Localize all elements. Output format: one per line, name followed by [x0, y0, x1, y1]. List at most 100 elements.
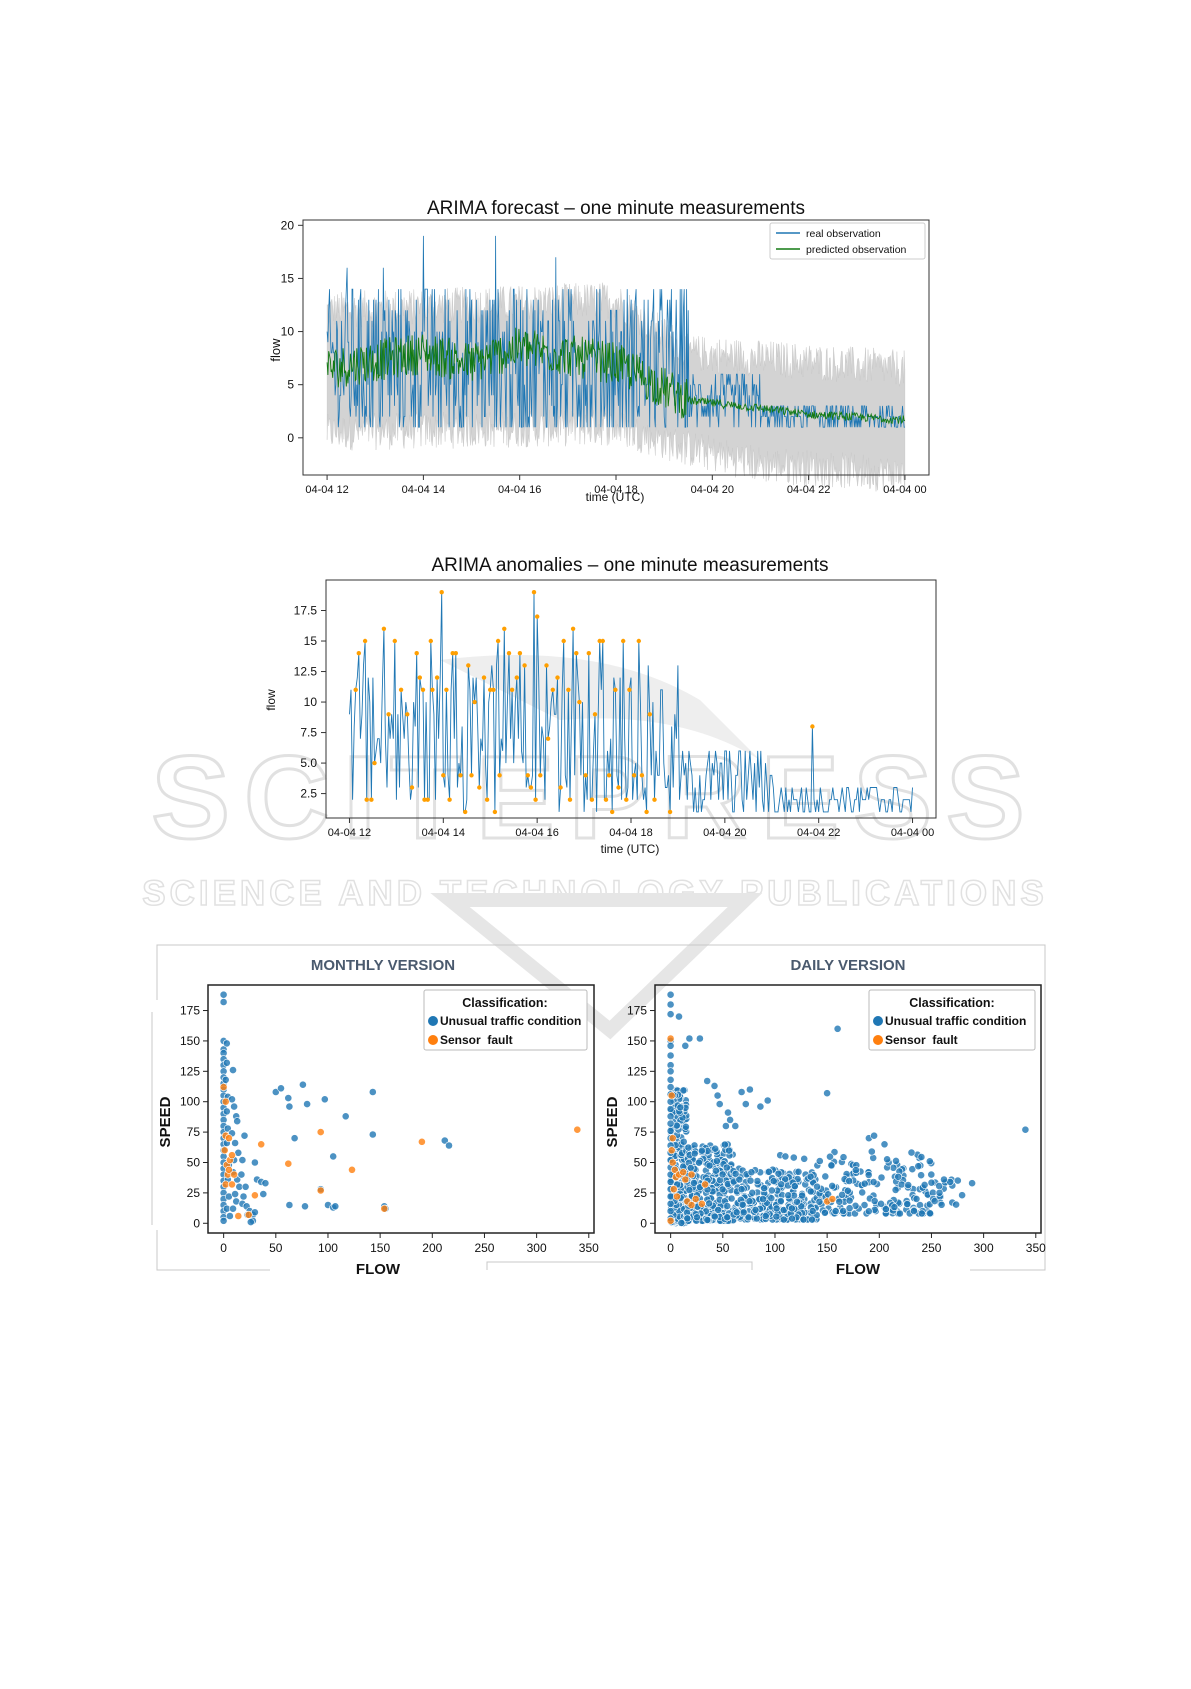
forecast-x-ticks: 04-04 12 04-04 14 04-04 16 04-04 18 04-04 20… — [305, 475, 927, 496]
unusual-traffic-point — [666, 1075, 675, 1084]
unusual-traffic-point — [738, 1200, 747, 1209]
unusual-traffic-point — [229, 1066, 237, 1074]
unusual-traffic-point — [718, 1170, 727, 1179]
y-tick-label: 50 — [634, 1155, 648, 1169]
anomaly-point — [392, 638, 397, 644]
anomaly-point — [810, 724, 815, 729]
unusual-traffic-point — [222, 1039, 231, 1048]
anomaly-point — [558, 785, 563, 790]
y-tick-label: 10 — [304, 695, 318, 709]
watermark-word: SCITEPRESS — [151, 732, 1039, 864]
unusual-traffic-point — [845, 1196, 854, 1205]
y-tick-label: 10 — [281, 325, 295, 339]
unusual-traffic-point — [735, 1175, 744, 1184]
unusual-traffic-point — [666, 1112, 675, 1121]
sensor-fault-point — [244, 1210, 253, 1219]
sensor-fault-point — [220, 1146, 229, 1155]
anomaly-point — [597, 638, 602, 644]
x-tick-label: 200 — [869, 1241, 889, 1255]
unusual-traffic-point — [835, 1197, 844, 1206]
sensor-fault-point — [698, 1199, 706, 1208]
anomaly-point — [533, 797, 538, 802]
sensor-fault-point — [669, 1185, 678, 1194]
forecast-title: ARIMA forecast – one minute measurements — [427, 198, 805, 219]
unusual-traffic-point — [953, 1176, 962, 1185]
anomaly-point — [509, 687, 515, 692]
unusual-traffic-point — [788, 1204, 796, 1213]
anomaly-point — [550, 687, 555, 692]
unusual-traffic-point — [806, 1172, 815, 1181]
daily-legend-blue-swatch — [873, 1016, 883, 1026]
unusual-traffic-point — [806, 1187, 815, 1196]
anomaly-point — [627, 687, 632, 692]
unusual-traffic-point — [917, 1153, 926, 1161]
unusual-traffic-point — [935, 1188, 944, 1197]
forecast-legend-box — [769, 222, 926, 260]
unusual-traffic-point — [690, 1179, 698, 1187]
anomaly-point — [636, 638, 641, 644]
x-tick-label: 150 — [370, 1241, 390, 1255]
y-tick-label: 175 — [627, 1004, 647, 1018]
sensor-fault-point — [668, 1158, 677, 1167]
x-tick-label: 50 — [716, 1241, 730, 1255]
anomaly-point — [398, 687, 404, 692]
monthly-legend-title: Classification: — [462, 996, 547, 1010]
unusual-traffic-point — [718, 1185, 727, 1194]
y-tick-label: 75 — [187, 1125, 201, 1139]
unusual-traffic-point — [686, 1164, 695, 1172]
daily-legend-orange-swatch — [873, 1035, 883, 1045]
unusual-traffic-point — [713, 1091, 722, 1100]
legend-real-label: real observation — [806, 228, 881, 240]
unusual-traffic-point — [769, 1177, 778, 1185]
anomaly-point — [592, 712, 598, 717]
unusual-traffic-point — [937, 1200, 946, 1209]
anomaly-point — [621, 638, 626, 644]
monthly-y-ticks: 0 25 50 75 100 125 150 175 — [180, 1004, 208, 1230]
unusual-traffic-point — [239, 1192, 248, 1201]
anomaly-point — [639, 773, 645, 778]
anomaly-point — [561, 638, 566, 644]
daily-scatter: DAILY VERSION 0 50 100 150 200 250 300 350 0 25 5… — [604, 957, 1046, 1278]
sensor-fault-point — [681, 1175, 690, 1184]
sensor-fault-point — [417, 1137, 426, 1146]
unusual-traffic-point — [870, 1131, 878, 1140]
unusual-traffic-point — [666, 1067, 675, 1076]
sensor-fault-point — [219, 1083, 228, 1091]
predicted-observation-path — [326, 327, 905, 425]
x-tick-label: 04-04 20 — [691, 484, 734, 496]
unusual-traffic-point — [781, 1152, 790, 1161]
unusual-traffic-point — [285, 1201, 294, 1209]
daily-legend-title: Classification: — [909, 996, 994, 1010]
unusual-traffic-point — [722, 1122, 730, 1130]
unusual-traffic-point — [799, 1215, 808, 1224]
x-tick-label: 04-04 14 — [402, 484, 445, 496]
x-tick-label: 50 — [269, 1241, 283, 1255]
unusual-traffic-point — [261, 1179, 270, 1188]
anomaly-point — [356, 651, 361, 656]
unusual-traffic-point — [711, 1144, 720, 1153]
unusual-traffic-point — [222, 1107, 231, 1116]
unusual-traffic-point — [693, 1213, 701, 1222]
unusual-traffic-point — [831, 1207, 840, 1216]
daily-plot-frame — [654, 984, 1042, 1234]
anomaly-point — [430, 687, 435, 692]
unusual-traffic-point — [858, 1188, 867, 1197]
unusual-traffic-point — [896, 1209, 904, 1218]
unusual-traffic-point — [890, 1203, 899, 1211]
anomalies-xlabel: time (UTC) — [601, 842, 660, 856]
unusual-traffic-point — [303, 1100, 311, 1108]
unusual-traffic-point — [219, 1216, 228, 1225]
forecast-xlabel: time (UTC) — [586, 490, 645, 504]
sensor-fault-point — [257, 1140, 266, 1149]
unusual-traffic-point — [703, 1216, 712, 1224]
unusual-traffic-point — [813, 1182, 821, 1191]
y-tick-label: 175 — [180, 1004, 200, 1018]
unusual-traffic-point — [927, 1170, 936, 1179]
monthly-legend: Classification: Unusual traffic conditio… — [423, 989, 588, 1051]
y-tick-label: 12.5 — [294, 665, 318, 679]
anomaly-point — [610, 809, 615, 815]
unusual-traffic-point — [904, 1181, 913, 1189]
y-tick-label: 2.5 — [300, 787, 317, 801]
anomaly-point — [495, 638, 501, 644]
